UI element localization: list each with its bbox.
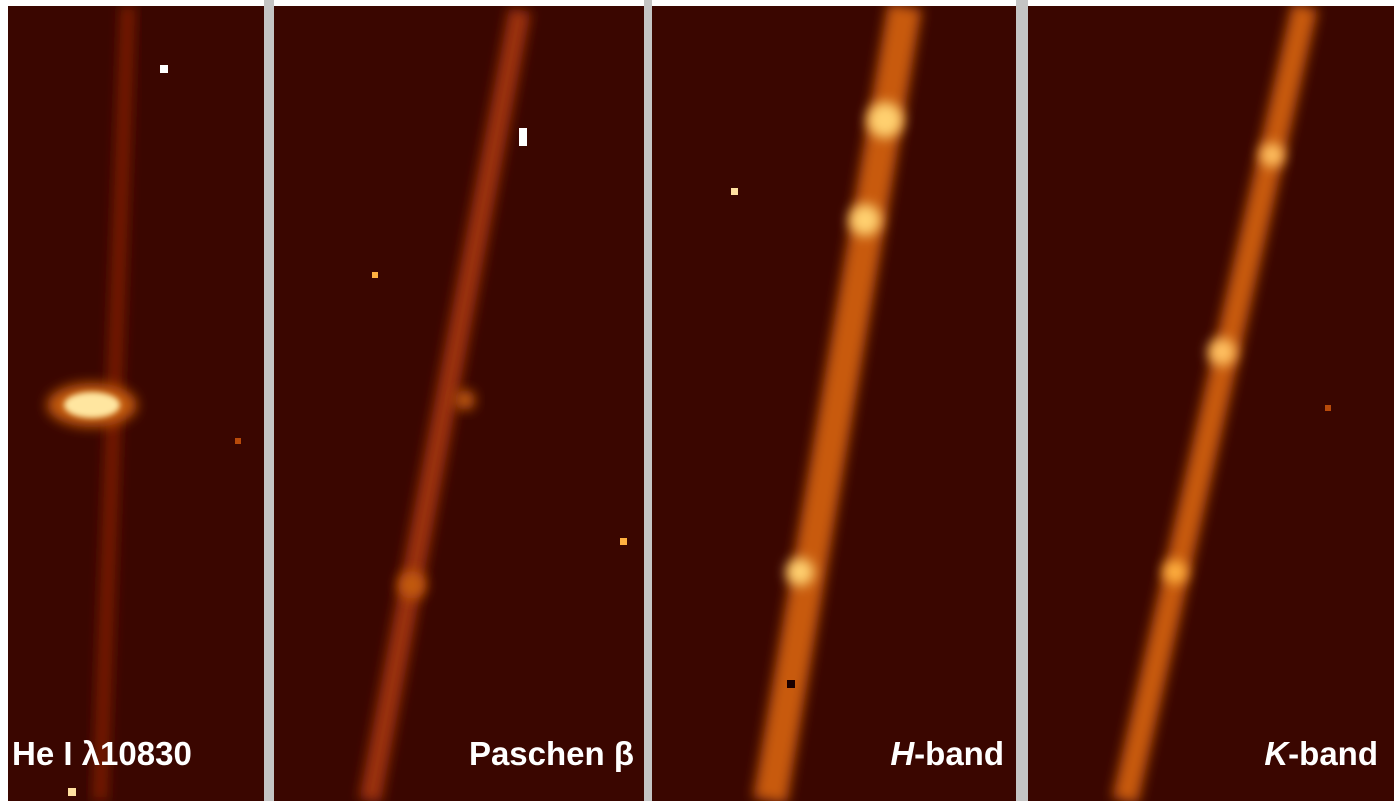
panel-he: He I λ10830: [8, 6, 264, 801]
label-text: -band: [1288, 735, 1378, 772]
figure: He I λ10830 Paschen β H-band: [0, 0, 1400, 801]
label-italic: H: [890, 735, 915, 772]
label-italic: K: [1264, 735, 1290, 772]
panel-label: H-band: [890, 735, 1004, 772]
panel-paschen: Paschen β: [274, 6, 644, 801]
separator: [1016, 0, 1028, 801]
panel-h: H-band: [652, 6, 1016, 801]
panel-label: He I λ10830: [12, 735, 192, 772]
panel-label: K-band: [1264, 735, 1378, 772]
separator: [264, 0, 274, 801]
panel-label: Paschen β: [469, 735, 634, 772]
panel-k: K-band: [1028, 6, 1394, 801]
separator: [644, 0, 652, 801]
label-text: -band: [914, 735, 1004, 772]
page: He I λ10830 Paschen β H-band: [0, 0, 1400, 801]
